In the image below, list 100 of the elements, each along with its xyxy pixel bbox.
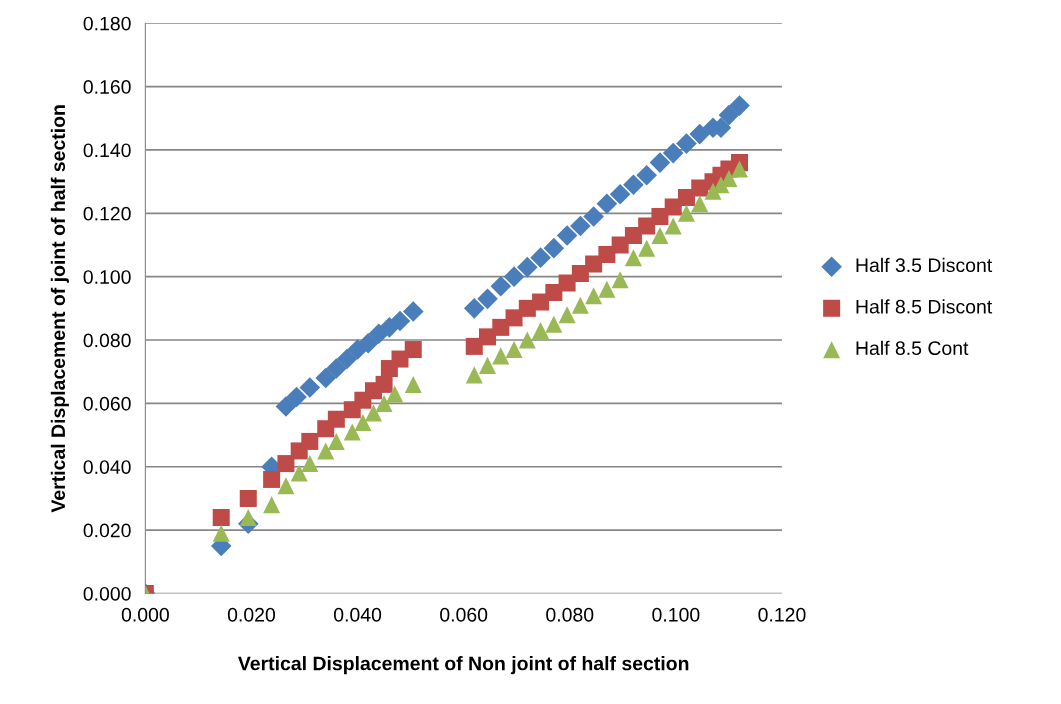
point (624, 226, 642, 244)
point (375, 394, 393, 412)
point (517, 256, 538, 278)
x-tick-label: 0.000 (121, 607, 169, 622)
point (518, 331, 536, 349)
point (558, 306, 576, 324)
point (277, 477, 295, 495)
point (301, 432, 319, 450)
point (689, 123, 711, 145)
point (651, 226, 669, 244)
point (263, 470, 281, 488)
point (301, 455, 319, 473)
point (315, 367, 337, 389)
point (490, 275, 512, 297)
x-tick-label: 0.100 (652, 607, 700, 622)
point (545, 284, 563, 302)
y-tick-label: 0.000 (83, 586, 131, 601)
point (585, 287, 603, 305)
point (402, 301, 424, 322)
point (530, 247, 551, 268)
point (571, 296, 589, 314)
x-tick-label: 0.080 (546, 607, 594, 622)
point (558, 274, 576, 292)
x-tick-label: 0.020 (227, 607, 276, 622)
y-axis-title: Vertical Displacement of joint of half section (50, 105, 69, 513)
point (386, 385, 404, 403)
point (718, 104, 740, 126)
point (676, 133, 697, 154)
y-tick-label: 0.120 (83, 206, 131, 221)
point (598, 245, 616, 263)
point (277, 455, 295, 473)
y-tick-label: 0.180 (83, 16, 131, 31)
y-tick-label: 0.140 (83, 143, 131, 158)
legend-label: Half 3.5 Discont (856, 257, 993, 273)
point (286, 386, 307, 408)
point (623, 174, 644, 196)
y-tick-label: 0.160 (83, 80, 131, 94)
point (299, 377, 321, 398)
point (556, 225, 578, 246)
point (336, 348, 358, 370)
point (662, 142, 684, 164)
point (677, 204, 695, 222)
point (479, 356, 497, 374)
x-tick-label: 0.120 (758, 607, 806, 622)
point (492, 347, 510, 365)
y-tick-label: 0.080 (83, 333, 131, 348)
point (503, 266, 525, 287)
point (583, 206, 604, 227)
point (598, 280, 616, 298)
point (343, 423, 361, 441)
point (677, 188, 695, 206)
point (543, 237, 565, 259)
point (611, 271, 629, 289)
point (327, 432, 345, 450)
point (532, 293, 550, 311)
point (731, 160, 749, 178)
y-tick-label: 0.040 (83, 460, 131, 474)
legend-label: Half 8.5 Cont (856, 340, 969, 356)
point (570, 215, 591, 237)
point (290, 464, 308, 482)
x-tick-label: 0.040 (333, 607, 382, 622)
point (664, 217, 682, 235)
point (389, 310, 411, 332)
point (327, 410, 345, 428)
x-tick-label: 0.060 (440, 607, 488, 622)
point (404, 375, 422, 393)
point (275, 396, 297, 417)
point (212, 524, 230, 542)
point (505, 341, 523, 359)
point (609, 184, 631, 205)
point (463, 298, 485, 319)
point (212, 508, 230, 526)
legend-label: Half 8.5 Discont (856, 299, 993, 314)
point (636, 165, 657, 186)
point (624, 249, 642, 267)
point (239, 508, 257, 526)
point (239, 489, 257, 507)
point (465, 366, 483, 384)
x-axis-title: Vertical Displacement of Non joint of half section (238, 656, 689, 675)
point (364, 404, 382, 422)
point (545, 315, 563, 333)
point (404, 341, 422, 359)
point (691, 195, 709, 213)
point (638, 239, 656, 257)
point (729, 95, 750, 116)
point (649, 152, 671, 173)
y-tick-label: 0.020 (83, 523, 131, 538)
y-tick-label: 0.100 (83, 270, 131, 284)
point (263, 496, 281, 514)
point (354, 413, 372, 431)
point (375, 375, 393, 393)
point (596, 193, 618, 215)
point (477, 288, 498, 310)
point (532, 322, 550, 340)
point (585, 255, 603, 273)
point (391, 350, 409, 368)
point (651, 207, 669, 225)
point (465, 337, 483, 355)
point (357, 332, 379, 354)
y-tick-label: 0.060 (83, 396, 131, 411)
